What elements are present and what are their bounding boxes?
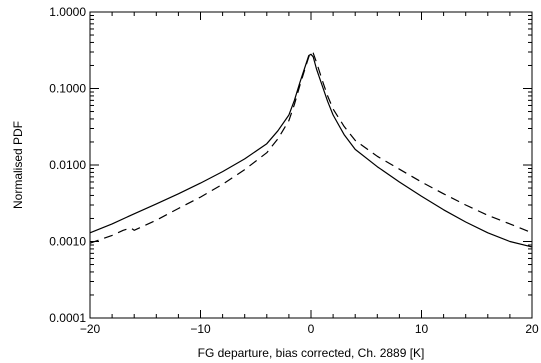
x-tick-label: −20 <box>80 322 101 336</box>
y-axis-title: Normalised PDF <box>11 121 25 209</box>
y-tick-label: 0.0001 <box>49 311 86 325</box>
plot-frame <box>89 11 533 319</box>
series-line-dashed <box>89 51 533 244</box>
x-tick-label: 0 <box>308 322 315 336</box>
series-line-solid <box>89 53 533 248</box>
y-tick-label: 0.1000 <box>49 82 86 96</box>
series-layer <box>89 51 533 248</box>
x-tick-label: 20 <box>525 322 539 336</box>
x-tick-label: −10 <box>190 322 211 336</box>
x-tick-label: 10 <box>415 322 429 336</box>
y-tick-label: 0.0100 <box>49 158 86 172</box>
x-axis-title: FG departure, bias corrected, Ch. 2889 [… <box>198 346 425 360</box>
x-ticks: −20 −10 0 10 20 <box>80 12 539 336</box>
y-ticks: 0.0001 0.0010 0.0100 0.1000 1.0000 <box>49 5 532 325</box>
plot-area: −20 −10 0 10 20 0.0001 0.0010 0.0100 0.1000 1.00… <box>49 5 539 336</box>
y-tick-label: 0.0010 <box>49 235 86 249</box>
y-tick-label: 1.0000 <box>49 5 86 19</box>
